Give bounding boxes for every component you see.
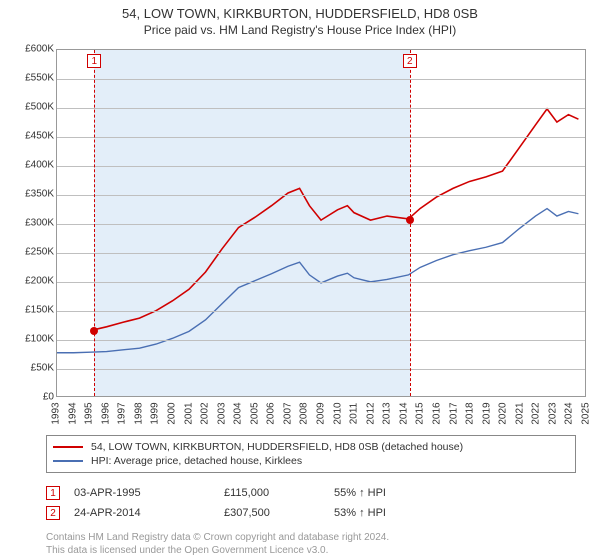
x-axis-label: 1996 [100,400,111,428]
sale-dot [90,327,98,335]
x-axis-label: 2009 [316,400,327,428]
y-axis-label: £600K [12,44,54,55]
x-axis-label: 2025 [581,400,592,428]
plot-area: 12 [56,49,586,397]
x-axis-label: 2018 [465,400,476,428]
x-axis-label: 2022 [531,400,542,428]
x-axis-label: 2013 [382,400,393,428]
x-axis-label: 2002 [200,400,211,428]
sales-table: 1 03-APR-1995£115,00055% ↑ HPI 2 24-APR-201… [46,483,576,523]
series-hpi [57,209,578,353]
x-axis-label: 2006 [266,400,277,428]
y-axis-label: £450K [12,131,54,142]
sale-row: 2 24-APR-2014£307,50053% ↑ HPI [46,503,576,523]
x-axis-label: 2005 [249,400,260,428]
y-axis-label: £350K [12,189,54,200]
x-axis-label: 2007 [282,400,293,428]
legend-row: HPI: Average price, detached house, Kirk… [53,454,569,468]
gridline [57,137,585,138]
gridline [57,282,585,283]
x-axis-label: 2003 [216,400,227,428]
sale-row-marker: 1 [46,486,60,500]
sale-marker: 2 [403,54,417,68]
x-axis-label: 1993 [51,400,62,428]
legend-swatch [53,460,83,462]
footer-line1: Contains HM Land Registry data © Crown c… [46,531,590,544]
y-axis-label: £400K [12,160,54,171]
x-axis-label: 2000 [166,400,177,428]
x-axis-label: 2001 [183,400,194,428]
x-axis-label: 2019 [481,400,492,428]
gridline [57,108,585,109]
x-axis-label: 2014 [398,400,409,428]
gridline [57,166,585,167]
gridline [57,253,585,254]
x-axis-label: 1995 [84,400,95,428]
x-axis-label: 1997 [117,400,128,428]
x-axis-label: 2017 [448,400,459,428]
chart-area: 12 £0£50K£100K£150K£200K£250K£300K£350K£… [10,45,590,425]
x-axis-label: 2016 [431,400,442,428]
line-svg [57,50,585,396]
gridline [57,369,585,370]
sale-price: £307,500 [224,507,334,519]
sale-row: 1 03-APR-1995£115,00055% ↑ HPI [46,483,576,503]
series-property [94,109,578,330]
sale-dot [406,216,414,224]
y-axis-label: £0 [12,392,54,403]
footer-line2: This data is licensed under the Open Gov… [46,544,590,557]
sale-vline [94,50,95,396]
x-axis-label: 2004 [233,400,244,428]
gridline [57,195,585,196]
title-block: 54, LOW TOWN, KIRKBURTON, HUDDERSFIELD, … [0,0,600,39]
x-axis-label: 2012 [365,400,376,428]
y-axis-label: £100K [12,334,54,345]
y-axis-label: £550K [12,73,54,84]
x-axis-label: 1994 [67,400,78,428]
y-axis-label: £150K [12,305,54,316]
y-axis-label: £500K [12,102,54,113]
legend-swatch [53,446,83,448]
x-axis-label: 2010 [332,400,343,428]
sale-marker: 1 [87,54,101,68]
x-axis-label: 2008 [299,400,310,428]
y-axis-label: £300K [12,218,54,229]
x-axis-label: 1998 [133,400,144,428]
x-axis-label: 2021 [514,400,525,428]
chart-container: 54, LOW TOWN, KIRKBURTON, HUDDERSFIELD, … [0,0,600,560]
sale-date: 24-APR-2014 [74,507,224,519]
footer-attribution: Contains HM Land Registry data © Crown c… [46,531,590,557]
x-axis-label: 2011 [349,400,360,428]
x-axis-label: 2020 [498,400,509,428]
sale-price: £115,000 [224,487,334,499]
sale-date: 03-APR-1995 [74,487,224,499]
x-axis-label: 1999 [150,400,161,428]
legend-label: 54, LOW TOWN, KIRKBURTON, HUDDERSFIELD, … [91,441,463,453]
y-axis-label: £200K [12,276,54,287]
legend: 54, LOW TOWN, KIRKBURTON, HUDDERSFIELD, … [46,435,576,473]
chart-subtitle: Price paid vs. HM Land Registry's House … [10,23,590,37]
gridline [57,79,585,80]
chart-title: 54, LOW TOWN, KIRKBURTON, HUDDERSFIELD, … [10,6,590,21]
sale-delta: 55% ↑ HPI [334,487,444,499]
y-axis-label: £250K [12,247,54,258]
x-axis-label: 2024 [564,400,575,428]
sale-row-marker: 2 [46,506,60,520]
gridline [57,340,585,341]
gridline [57,311,585,312]
legend-label: HPI: Average price, detached house, Kirk… [91,455,302,467]
gridline [57,224,585,225]
x-axis-label: 2023 [547,400,558,428]
x-axis-label: 2015 [415,400,426,428]
y-axis-label: £50K [12,363,54,374]
legend-row: 54, LOW TOWN, KIRKBURTON, HUDDERSFIELD, … [53,440,569,454]
sale-delta: 53% ↑ HPI [334,507,444,519]
